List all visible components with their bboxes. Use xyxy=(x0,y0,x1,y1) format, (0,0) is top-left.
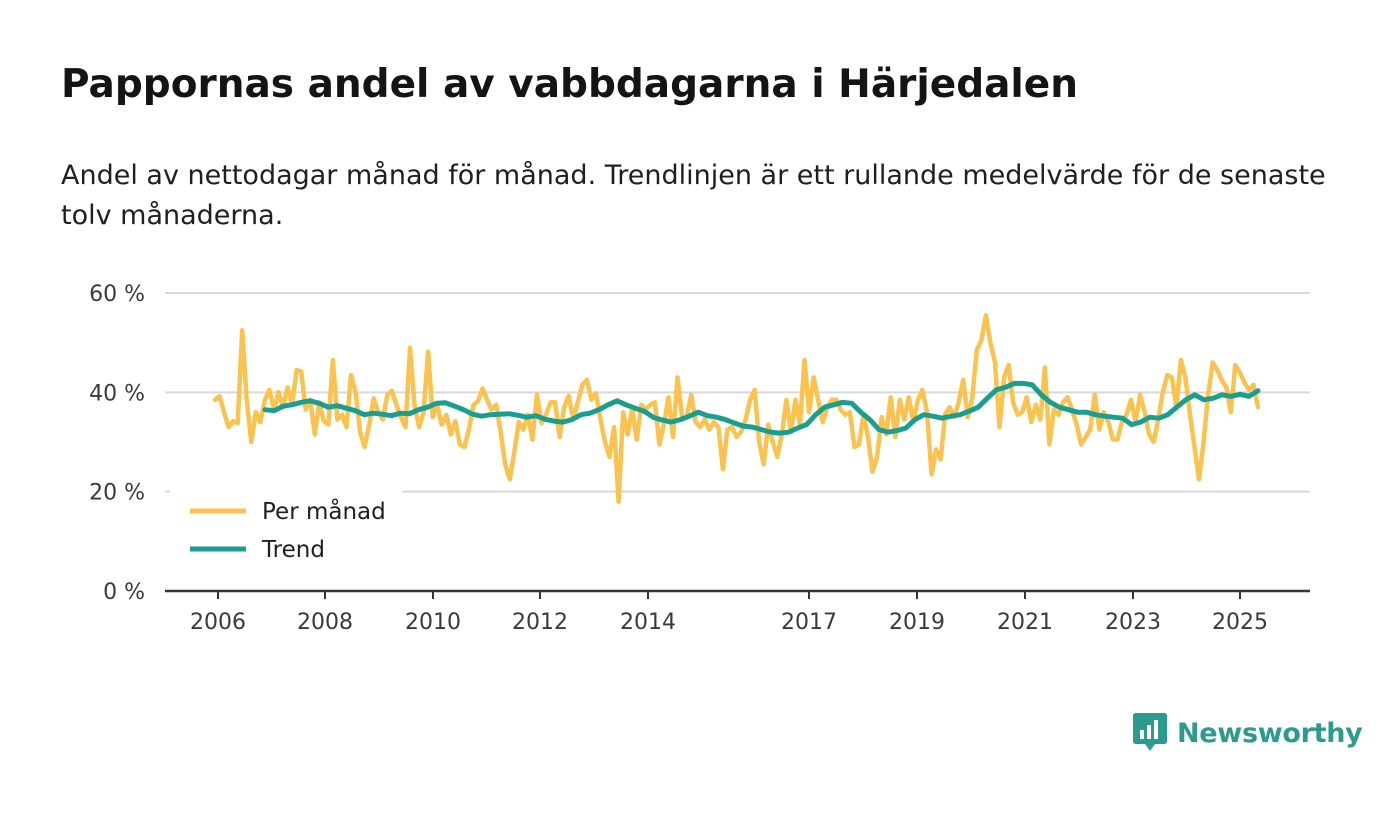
x-tick-label: 2006 xyxy=(190,610,246,635)
y-tick-label: 60 % xyxy=(89,282,145,307)
legend-background xyxy=(170,490,402,576)
x-tick-label: 2023 xyxy=(1105,610,1161,635)
x-tick-label: 2021 xyxy=(997,610,1053,635)
y-tick-label: 0 % xyxy=(103,580,145,605)
x-tick-label: 2014 xyxy=(620,610,676,635)
series-line-per-manad xyxy=(212,313,1261,504)
legend-label-trend: Trend xyxy=(261,537,325,563)
x-tick-label: 2008 xyxy=(297,610,353,635)
x-tick-label: 2025 xyxy=(1212,610,1268,635)
legend-label-per-manad: Per månad xyxy=(262,497,386,525)
chart-subtitle: Andel av nettodagar månad för månad. Tre… xyxy=(61,160,1326,231)
newsworthy-logo: Newsworthy xyxy=(1133,713,1363,753)
x-tick-label: 2019 xyxy=(889,610,945,635)
chart-title: Pappornas andel av vabbdagarna i Härjeda… xyxy=(61,62,1079,107)
y-tick-label: 20 % xyxy=(89,481,145,506)
x-tick-label: 2017 xyxy=(781,610,837,635)
series-lines xyxy=(212,313,1261,504)
x-tick-label: 2010 xyxy=(405,610,461,635)
gridlines: 0 % 20 % 40 % 60 % xyxy=(89,282,1310,605)
axes: 2006 2008 2010 2012 2014 2017 2019 2021 2023 2025 xyxy=(165,589,1310,635)
legend: Per månad Trend xyxy=(170,490,402,576)
x-tick-label: 2012 xyxy=(512,610,568,635)
newsworthy-logo-text: Newsworthy xyxy=(1177,717,1363,749)
series-line-trend xyxy=(262,380,1261,436)
y-tick-label: 40 % xyxy=(89,381,145,406)
newsworthy-logo-icon xyxy=(1133,713,1167,751)
